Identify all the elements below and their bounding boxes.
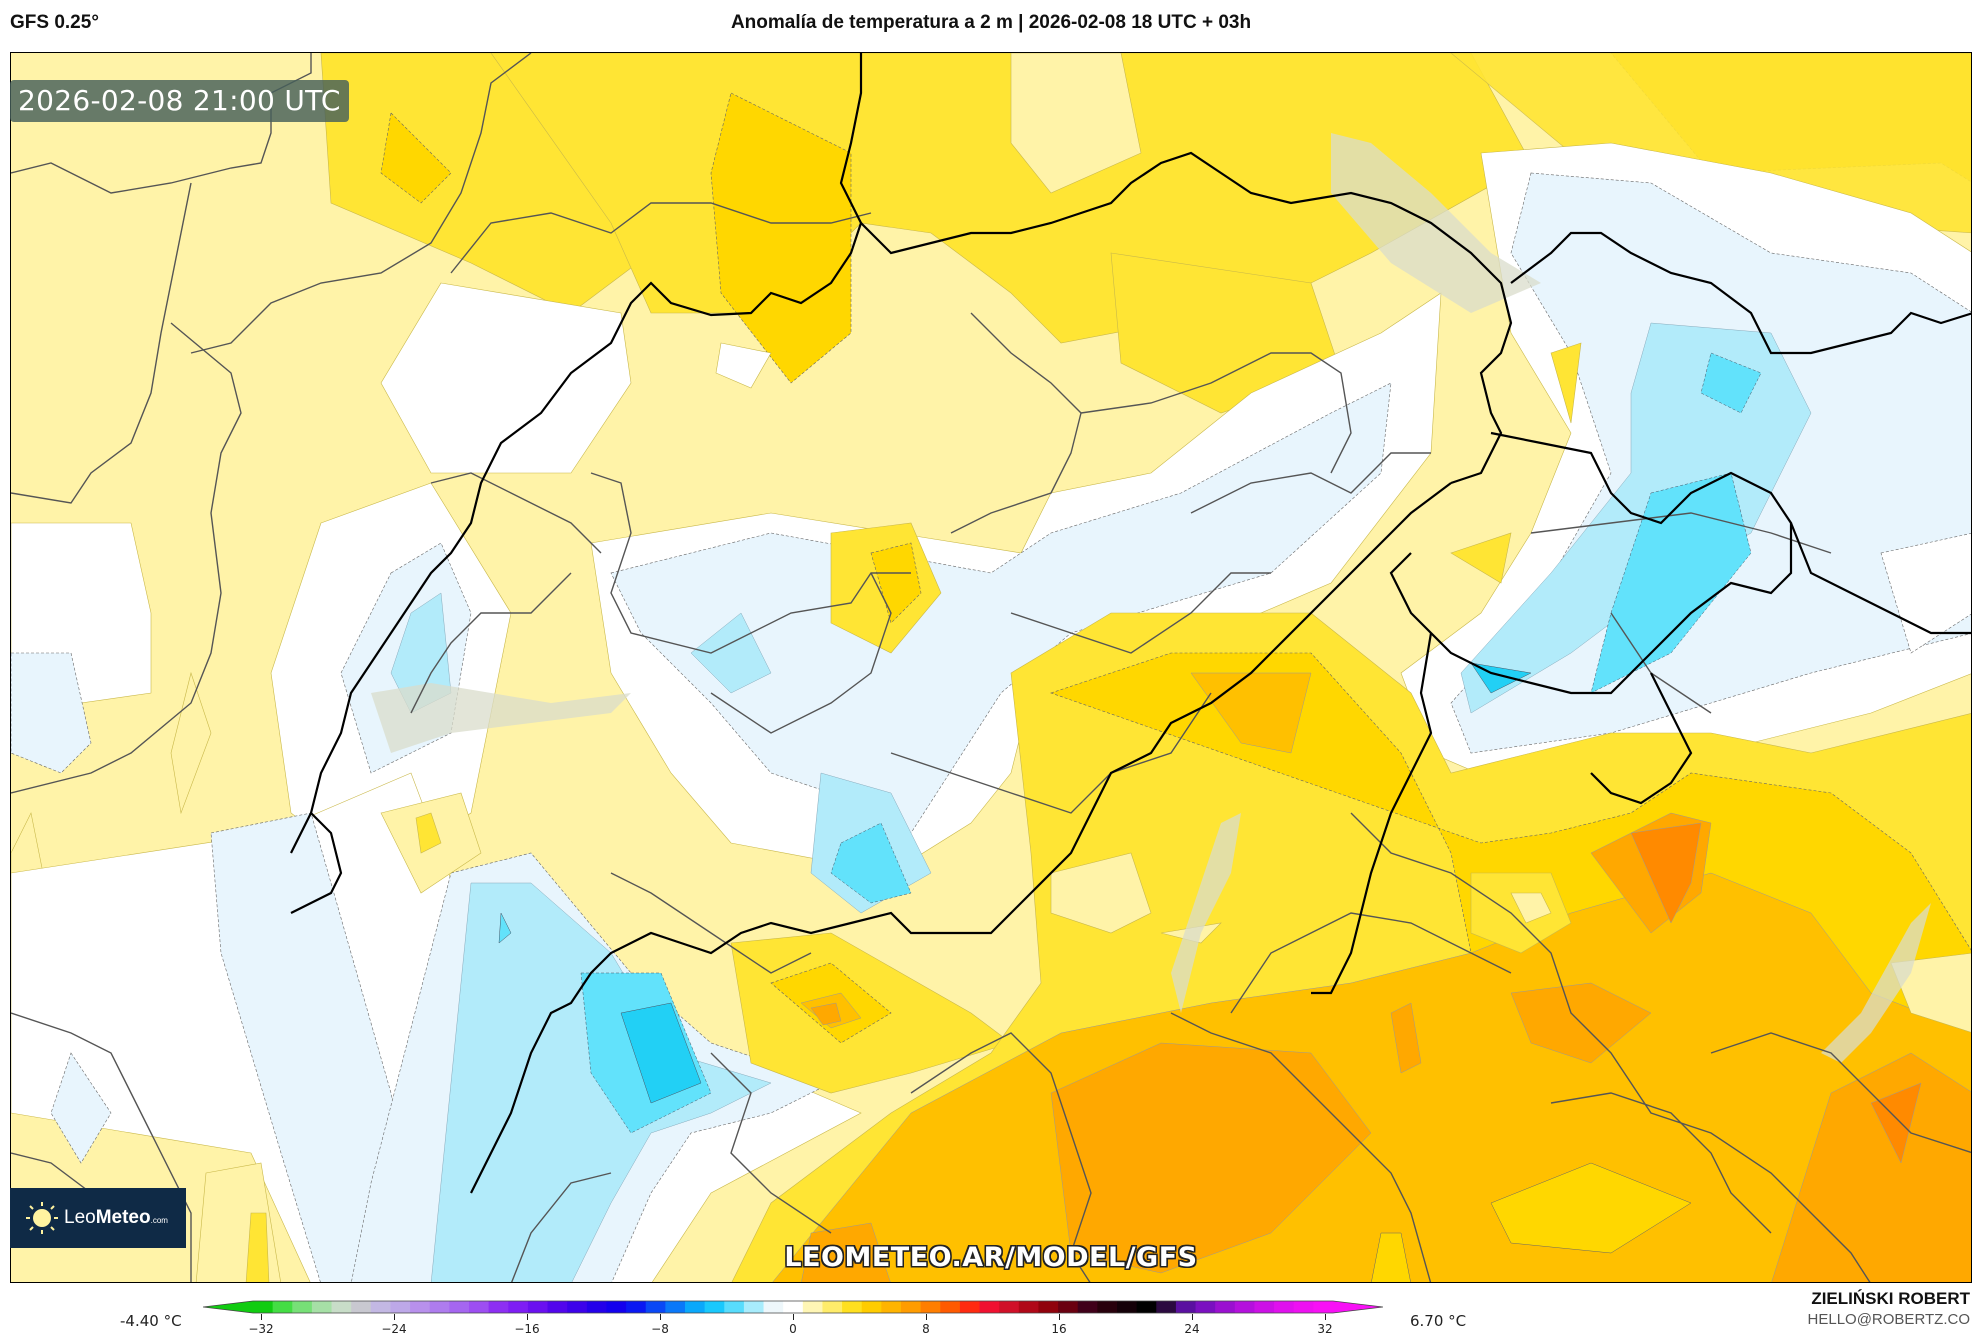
model-label: GFS 0.25° — [10, 12, 99, 33]
tick-mark — [261, 1314, 262, 1320]
tick-label: 24 — [1184, 1322, 1200, 1336]
field-min-label: -4.40 °C — [120, 1312, 182, 1330]
tick-label: −32 — [248, 1322, 274, 1336]
tick-mark — [926, 1314, 927, 1320]
field-max-label: 6.70 °C — [1410, 1312, 1467, 1330]
logo-wordmark: LeoMeteo.com — [64, 1207, 168, 1228]
author-email: HELLO@ROBERTZ.CO — [1807, 1311, 1970, 1328]
watermark-url: LEOMETEO.AR/MODEL/GFS — [784, 1242, 1198, 1273]
tick-label: 0 — [789, 1322, 797, 1336]
tick-label: −16 — [514, 1322, 540, 1336]
tick-label: 16 — [1051, 1322, 1067, 1336]
tick-label: 32 — [1317, 1322, 1333, 1336]
tick-label: −8 — [651, 1322, 669, 1336]
anomaly-field — [11, 53, 1971, 1282]
tick-mark — [660, 1314, 661, 1320]
author-credit: ZIELIŃSKI ROBERT HELLO@ROBERTZ.CO — [1808, 1289, 1970, 1328]
chart-title: Anomalía de temperatura a 2 m | 2026-02-… — [730, 12, 1252, 33]
tick-label: −24 — [381, 1322, 407, 1336]
tick-mark — [527, 1314, 528, 1320]
author-name: ZIELIŃSKI ROBERT — [1811, 1289, 1970, 1308]
colorbar-ticks: −32 −24 −16 −8 0 8 16 24 32 — [0, 1314, 1982, 1336]
tick-mark — [394, 1314, 395, 1320]
valid-time-badge: 2026-02-08 21:00 UTC — [10, 80, 349, 122]
tick-mark — [1325, 1314, 1326, 1320]
tick-label: 8 — [922, 1322, 930, 1336]
leometeo-logo: LeoMeteo.com — [10, 1188, 186, 1248]
tick-mark — [1192, 1314, 1193, 1320]
tick-mark — [1059, 1314, 1060, 1320]
colorbar — [203, 1300, 1383, 1314]
map-panel — [10, 52, 1972, 1283]
tick-mark — [793, 1314, 794, 1320]
sun-icon — [24, 1200, 60, 1236]
